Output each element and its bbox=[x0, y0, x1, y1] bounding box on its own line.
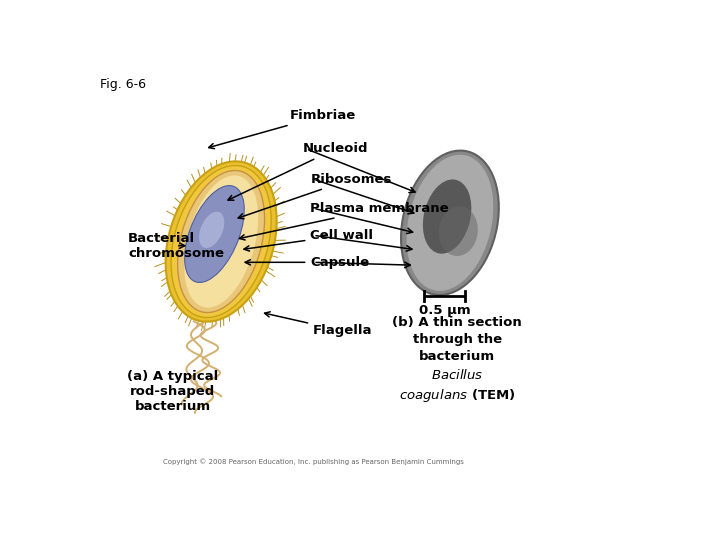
Text: Flagella: Flagella bbox=[264, 312, 373, 338]
Ellipse shape bbox=[407, 155, 493, 291]
Text: Fimbriae: Fimbriae bbox=[209, 109, 356, 148]
Text: Capsule: Capsule bbox=[245, 256, 369, 269]
Text: (b) A thin section
through the
bacterium
$\mathbf{\mathit{Bacillus}}$
$\mathbf{\: (b) A thin section through the bacterium… bbox=[392, 316, 522, 403]
Ellipse shape bbox=[178, 171, 265, 313]
Text: Plasma membrane: Plasma membrane bbox=[240, 202, 449, 240]
Text: Fig. 6-6: Fig. 6-6 bbox=[100, 78, 146, 91]
Text: Ribosomes: Ribosomes bbox=[238, 173, 392, 219]
Ellipse shape bbox=[423, 179, 472, 254]
Ellipse shape bbox=[171, 166, 271, 318]
Text: Nucleoid: Nucleoid bbox=[228, 143, 369, 200]
Text: 0.5 μm: 0.5 μm bbox=[418, 304, 470, 317]
Text: (a) A typical
rod-shaped
bacterium: (a) A typical rod-shaped bacterium bbox=[127, 370, 218, 414]
Ellipse shape bbox=[199, 212, 224, 248]
Ellipse shape bbox=[438, 206, 478, 256]
Ellipse shape bbox=[166, 161, 276, 322]
Text: Cell wall: Cell wall bbox=[244, 229, 374, 251]
Ellipse shape bbox=[401, 151, 499, 295]
Ellipse shape bbox=[184, 176, 258, 308]
Ellipse shape bbox=[184, 186, 244, 282]
Text: Bacterial
chromosome: Bacterial chromosome bbox=[128, 232, 224, 260]
Text: Copyright © 2008 Pearson Education, Inc. publishing as Pearson Benjamin Cummings: Copyright © 2008 Pearson Education, Inc.… bbox=[163, 458, 464, 465]
